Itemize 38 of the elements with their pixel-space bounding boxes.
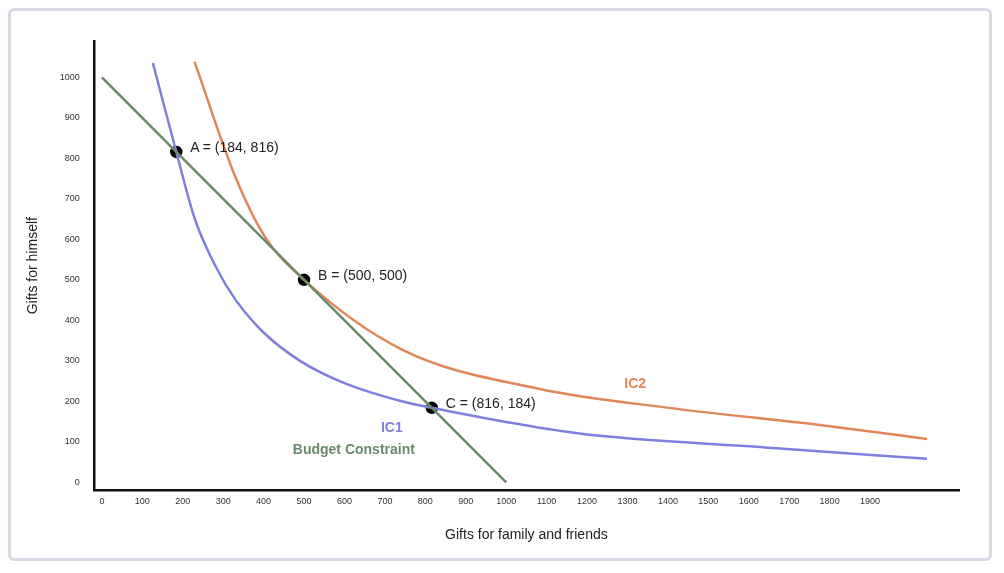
y-tick-label: 500 — [64, 274, 80, 285]
x-tick-label: 1600 — [738, 496, 759, 507]
x-tick-label: 1200 — [577, 496, 598, 507]
x-tick-label: 1400 — [657, 496, 678, 507]
x-tick-label: 600 — [336, 496, 352, 507]
x-tick-label: 1000 — [496, 496, 517, 507]
y-tick-label: 600 — [64, 233, 80, 244]
x-tick-label: 400 — [256, 496, 272, 507]
y-tick-label: 800 — [64, 152, 80, 163]
x-tick-label: 300 — [215, 496, 231, 507]
y-tick-label: 400 — [64, 314, 80, 325]
x-tick-label: 1100 — [536, 496, 557, 507]
x-tick-label: 200 — [175, 496, 191, 507]
x-tick-label: 1700 — [779, 496, 800, 507]
x-tick-label: 0 — [99, 496, 105, 507]
y-tick-label: 100 — [64, 436, 80, 447]
x-tick-label: 1800 — [819, 496, 840, 507]
annotation: B = (500, 500) — [318, 266, 408, 283]
x-tick-label: 1300 — [617, 496, 638, 507]
annotation: C = (816, 184) — [445, 394, 536, 411]
y-tick-label: 900 — [64, 112, 80, 123]
x-tick-label: 900 — [458, 496, 474, 507]
x-tick-label: 700 — [377, 496, 393, 507]
x-tick-label: 1900 — [860, 496, 881, 507]
y-tick-label: 200 — [64, 395, 80, 406]
x-tick-label: 1500 — [698, 496, 719, 507]
y-tick-label: 1000 — [59, 71, 80, 82]
text: Budget Constraint — [292, 440, 416, 457]
y-tick-label: 300 — [64, 355, 80, 366]
y-tick-label: 0 — [74, 476, 80, 487]
series-label: IC1 — [380, 418, 403, 435]
x-tick-label: 100 — [134, 496, 150, 507]
x-axis-title: Gifts for family and friends — [445, 526, 608, 543]
x-tick-label: 800 — [417, 496, 433, 507]
x-tick-label: 500 — [296, 496, 312, 507]
series-label: IC2 — [624, 375, 647, 392]
y-tick-label: 700 — [64, 193, 80, 204]
y-axis-title: Gifts for himself — [24, 216, 41, 315]
